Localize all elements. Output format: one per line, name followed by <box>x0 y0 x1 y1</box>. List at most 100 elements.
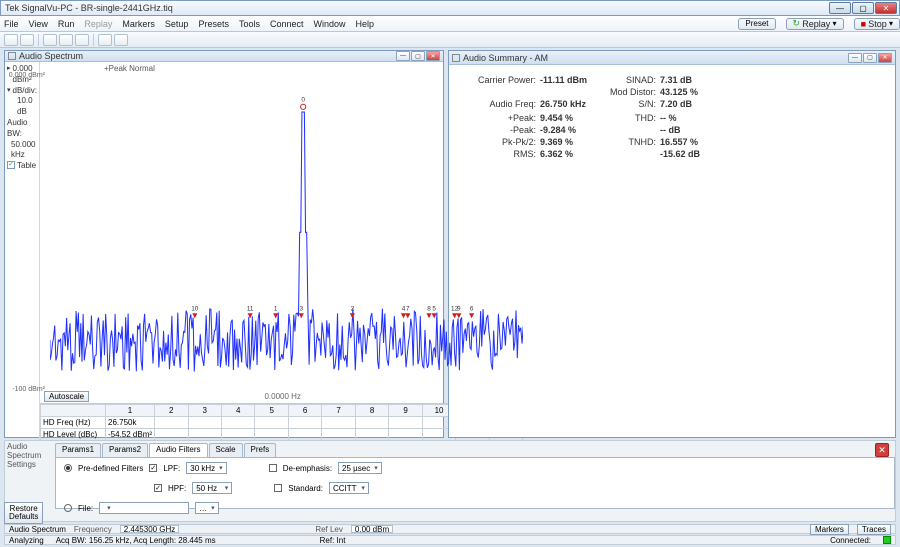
window-maximize-button[interactable]: ▢ <box>852 2 874 14</box>
reflev-field[interactable]: 0.00 dBm <box>351 525 393 533</box>
summary-sys-icon[interactable] <box>452 54 460 62</box>
table-cell <box>255 428 288 440</box>
col-header: 9 <box>389 404 422 416</box>
summary-maximize-button[interactable]: ▢ <box>863 53 877 63</box>
markers-button[interactable]: Markers <box>810 524 849 535</box>
tab-scale[interactable]: Scale <box>209 443 243 457</box>
tab-prefs[interactable]: Prefs <box>244 443 277 457</box>
traces-button[interactable]: Traces <box>857 524 891 535</box>
tab-audio-filters[interactable]: Audio Filters <box>149 443 207 457</box>
stop-button[interactable]: ■ Stop ▾ <box>854 18 900 30</box>
spectrum-svg: 1011132478512960 <box>50 74 523 391</box>
settings-tab-body: Pre-defined Filters LPF: 30 kHz De-empha… <box>55 457 895 509</box>
spectrum-canvas[interactable]: 1011132478512960 0.000 dBm² -100 dBm² <box>50 74 523 391</box>
tool-1-icon[interactable] <box>43 34 57 46</box>
tool-save-icon[interactable] <box>20 34 34 46</box>
audio-summary-titlebar: Audio Summary - AM — ▢ ✕ <box>449 51 895 65</box>
std-combo[interactable]: CCITT <box>329 482 369 494</box>
table-cell: -54.52 dBm² <box>106 428 155 440</box>
menu-run[interactable]: Run <box>58 19 75 29</box>
autoscale-button[interactable]: Autoscale <box>44 391 89 402</box>
pane-sys-icon[interactable] <box>8 52 16 60</box>
window-minimize-button[interactable]: — <box>829 2 851 14</box>
summary-label <box>610 125 660 135</box>
summary-value: -15.62 dB <box>660 149 720 159</box>
tool-2-icon[interactable] <box>59 34 73 46</box>
svg-text:8: 8 <box>427 306 431 313</box>
tool-3-icon[interactable] <box>75 34 89 46</box>
menu-window[interactable]: Window <box>314 19 346 29</box>
tab-params2[interactable]: Params2 <box>102 443 148 457</box>
file-browse-button[interactable]: … <box>195 502 219 514</box>
reflev-label: Ref Lev <box>315 525 343 534</box>
summary-close-button[interactable]: ✕ <box>878 53 892 63</box>
tab-params1[interactable]: Params1 <box>55 443 101 457</box>
table-cell <box>188 416 221 428</box>
preset-button[interactable]: Preset <box>738 18 775 30</box>
hpf-label: HPF: <box>168 484 186 493</box>
pane-maximize-button[interactable]: ▢ <box>411 51 425 61</box>
menu-tools[interactable]: Tools <box>239 19 260 29</box>
settings-panel: Audio Spectrum Settings Params1 Params2 … <box>4 440 896 522</box>
sb-bw-val: 50.000 kHz <box>7 140 37 162</box>
freq-field[interactable]: 2.445300 GHz <box>120 525 180 533</box>
svg-text:6: 6 <box>470 306 474 313</box>
col-header: 8 <box>355 404 388 416</box>
col-header: 3 <box>188 404 221 416</box>
menu-markers[interactable]: Markers <box>122 19 155 29</box>
deemph-combo[interactable]: 25 µsec <box>338 462 382 474</box>
pane-minimize-button[interactable]: — <box>396 51 410 61</box>
replay-label: Replay <box>802 19 830 29</box>
table-cell <box>355 428 388 440</box>
table-cell <box>288 416 321 428</box>
summary-value: 7.31 dB <box>660 75 720 85</box>
sb-table: Table <box>17 161 36 172</box>
tool-4-icon[interactable] <box>98 34 112 46</box>
expand-2-icon[interactable]: ▾ <box>7 86 11 97</box>
col-header: 1 <box>106 404 155 416</box>
hpf-checkbox[interactable] <box>154 484 162 492</box>
summary-label: TNHD: <box>610 137 660 147</box>
menu-replay[interactable]: Replay <box>84 19 112 29</box>
table-checkbox[interactable]: ✓ <box>7 161 15 169</box>
std-checkbox[interactable] <box>274 484 282 492</box>
replay-button[interactable]: ↻ Replay ▾ <box>786 18 844 30</box>
deemph-checkbox[interactable] <box>269 464 277 472</box>
table-cell <box>322 428 355 440</box>
hpf-combo[interactable]: 50 Hz <box>192 482 232 494</box>
summary-minimize-button[interactable]: — <box>848 53 862 63</box>
predef-radio[interactable] <box>64 464 72 472</box>
file-path-field[interactable] <box>99 502 189 514</box>
col-header: 4 <box>221 404 254 416</box>
info-as: Audio Spectrum <box>9 525 66 534</box>
settings-close-button[interactable]: ✕ <box>875 443 889 457</box>
file-radio[interactable] <box>64 504 72 512</box>
summary-value: -- % <box>660 113 720 123</box>
summary-value: 9.369 % <box>540 137 610 147</box>
status-ref: Ref: Int <box>320 536 346 545</box>
tool-open-icon[interactable] <box>4 34 18 46</box>
summary-label: THD: <box>610 113 660 123</box>
tool-5-icon[interactable] <box>114 34 128 46</box>
menu-help[interactable]: Help <box>356 19 375 29</box>
pane-close-button[interactable]: ✕ <box>426 51 440 61</box>
menu-connect[interactable]: Connect <box>270 19 304 29</box>
window-close-button[interactable]: ✕ <box>875 2 897 14</box>
restore-defaults-button[interactable]: Restore Defaults <box>4 502 43 524</box>
audio-spectrum-title: Audio Spectrum <box>19 51 83 61</box>
menu-presets[interactable]: Presets <box>198 19 229 29</box>
col-header: 7 <box>322 404 355 416</box>
menu-setup[interactable]: Setup <box>165 19 189 29</box>
menu-file[interactable]: File <box>4 19 19 29</box>
summary-value: 16.557 % <box>660 137 720 147</box>
lpf-combo[interactable]: 30 kHz <box>186 462 226 474</box>
menu-view[interactable]: View <box>29 19 48 29</box>
toolbar <box>0 32 900 48</box>
settings-header: Audio Spectrum Settings <box>7 443 49 469</box>
connected-led-icon <box>883 536 891 544</box>
svg-text:9: 9 <box>457 306 461 313</box>
info-bar: Audio Spectrum Frequency 2.445300 GHz Re… <box>4 524 896 534</box>
content-area: Audio Spectrum — ▢ ✕ ▸0.000 dBm² ▾dB/div… <box>4 50 896 438</box>
summary-value: 9.454 % <box>540 113 610 123</box>
lpf-checkbox[interactable] <box>149 464 157 472</box>
